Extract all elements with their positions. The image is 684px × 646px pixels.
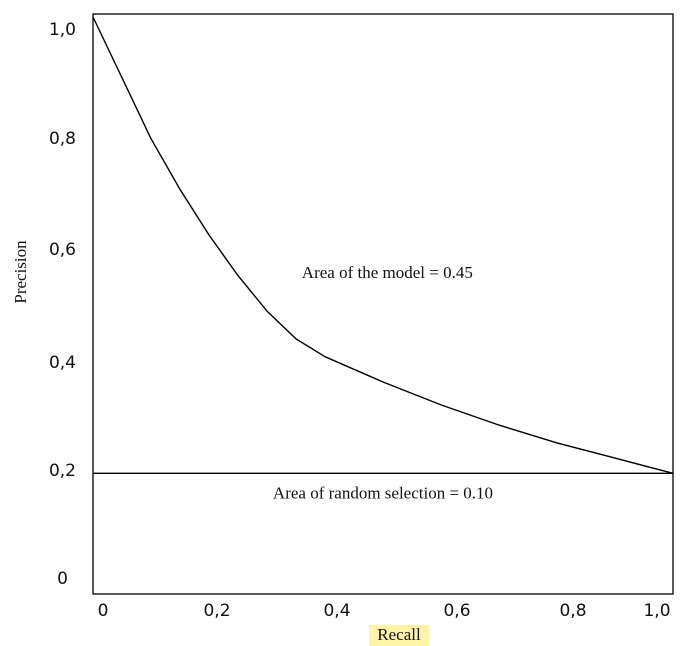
x-tick-label: 0,6 [443,601,470,621]
y-axis-label: Precision [11,240,30,304]
x-tick-label: 0,8 [559,601,586,621]
tick-layer: 0 0,2 0,4 0,6 0,8 1,0 0 0,2 0,4 0,6 0,8 1,0 [49,20,671,621]
annotation-random-area: Area of random selection = 0.10 [273,484,493,503]
y-tick-label: 1,0 [49,20,76,40]
series-model-curve [92,16,674,474]
x-tick-label: 1,0 [643,601,670,621]
series-layer [92,16,674,474]
annotation-layer: Area of the model = 0.45 Area of random s… [273,263,493,503]
y-tick-label: 0,6 [49,240,76,260]
y-tick-label: 0 [57,569,68,589]
annotation-model-area: Area of the model = 0.45 [302,263,473,282]
x-tick-label: 0 [98,601,109,621]
y-tick-label: 0,8 [49,129,76,149]
y-tick-label: 0,2 [49,461,76,481]
xlabel-highlight [369,625,429,646]
x-tick-label: 0,4 [323,601,350,621]
x-axis-label: Recall [377,625,421,644]
x-tick-label: 0,2 [203,601,230,621]
y-tick-label: 0,4 [49,353,76,373]
plot-frame [92,13,674,595]
